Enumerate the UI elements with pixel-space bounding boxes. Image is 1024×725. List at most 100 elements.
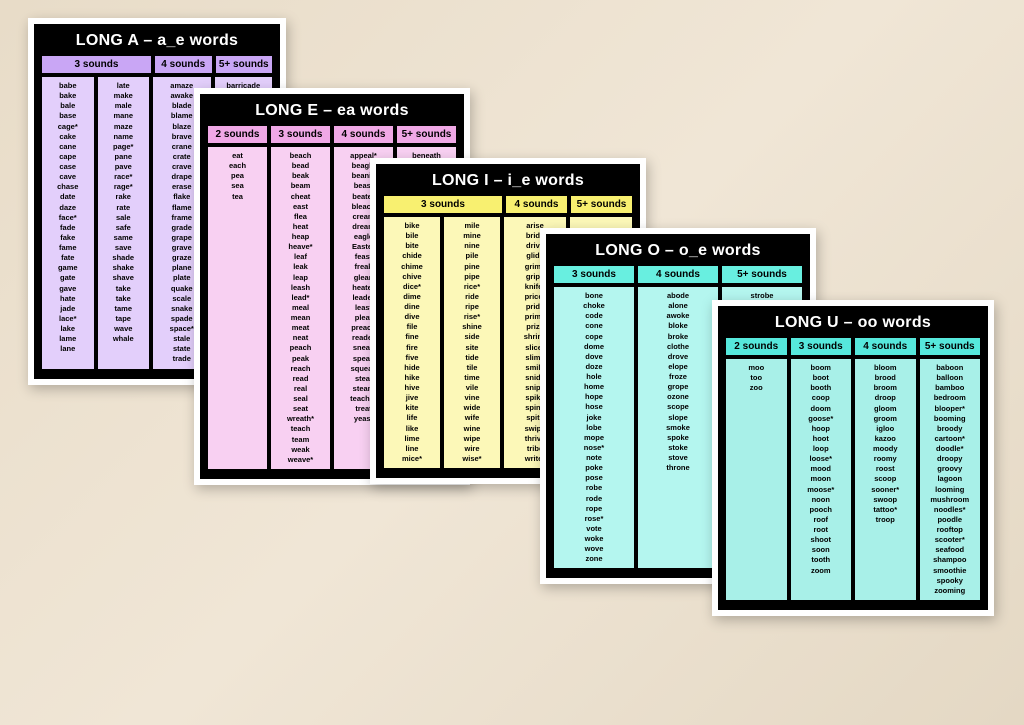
word: pose — [556, 473, 632, 483]
word: loose* — [793, 454, 850, 464]
word: eat — [210, 151, 265, 161]
card-title: LONG I – i_e words — [384, 170, 632, 196]
word: baboon — [922, 363, 979, 373]
word: heap — [273, 232, 328, 242]
word-column: baboonballoonbamboobedroomblooper*boomin… — [920, 359, 981, 600]
column-header: 3 sounds — [554, 266, 634, 283]
word: shave — [100, 273, 148, 283]
word: page* — [100, 142, 148, 152]
word: noon — [793, 495, 850, 505]
word: hoop — [793, 424, 850, 434]
word: hope — [556, 392, 632, 402]
word: noodles* — [922, 505, 979, 515]
word: meat — [273, 323, 328, 333]
word: heat — [273, 222, 328, 232]
word: wave — [100, 324, 148, 334]
word: babe — [44, 81, 92, 91]
word: beam — [273, 181, 328, 191]
word: gate — [44, 273, 92, 283]
word: fake — [44, 233, 92, 243]
word: swoop — [857, 495, 914, 505]
word: boom — [793, 363, 850, 373]
word: read — [273, 374, 328, 384]
word: beak — [273, 171, 328, 181]
word: soon — [793, 545, 850, 555]
word: peach — [273, 343, 328, 353]
word: shade — [100, 253, 148, 263]
word: grope — [640, 382, 716, 392]
word: cape — [44, 152, 92, 162]
column-header: 4 sounds — [855, 338, 916, 355]
word: wise* — [446, 454, 498, 464]
column-header: 4 sounds — [155, 56, 212, 73]
word: fate — [44, 253, 92, 263]
word: rooftop — [922, 525, 979, 535]
word: stove — [640, 453, 716, 463]
word: doze — [556, 362, 632, 372]
word: mope — [556, 433, 632, 443]
column-header: 2 sounds — [726, 338, 787, 355]
word-column: bikebilebitechidechimechivedice*dimedine… — [384, 217, 440, 468]
word: pea — [210, 171, 265, 181]
word: bale — [44, 101, 92, 111]
word: doodle* — [922, 444, 979, 454]
word: cane — [44, 142, 92, 152]
word: shine — [446, 322, 498, 332]
word: lead* — [273, 293, 328, 303]
word: weave* — [273, 455, 328, 465]
word: mine — [446, 231, 498, 241]
word: cage* — [44, 122, 92, 132]
word: lame — [44, 334, 92, 344]
word: bloke — [640, 321, 716, 331]
word: shampoo — [922, 555, 979, 565]
word: life — [386, 413, 438, 423]
columns-row: mootoozooboombootboothcoopdoomgoose*hoop… — [726, 359, 980, 600]
word: bloom — [857, 363, 914, 373]
word: whale — [100, 334, 148, 344]
word: cope — [556, 332, 632, 342]
word: throne — [640, 463, 716, 473]
word: cartoon* — [922, 434, 979, 444]
word: boot — [793, 373, 850, 383]
column-header: 5+ sounds — [397, 126, 456, 143]
word: dive — [386, 312, 438, 322]
word: dice* — [386, 282, 438, 292]
word: lagoon — [922, 474, 979, 484]
word-column: milemineninepilepinepiperice*rideriperis… — [444, 217, 500, 468]
column-header: 2 sounds — [208, 126, 267, 143]
word: moon — [793, 474, 850, 484]
word: hate — [44, 294, 92, 304]
word: woke — [556, 534, 632, 544]
word: take — [100, 284, 148, 294]
word: rake — [100, 192, 148, 202]
word: cake — [44, 132, 92, 142]
word: doom — [793, 404, 850, 414]
word: gloom — [857, 404, 914, 414]
word: coop — [793, 393, 850, 403]
word: joke — [556, 413, 632, 423]
word: dine — [386, 302, 438, 312]
word: kite — [386, 403, 438, 413]
word: zone — [556, 554, 632, 564]
word: hive — [386, 383, 438, 393]
word: cone — [556, 321, 632, 331]
word: beach — [273, 151, 328, 161]
word: wipe — [446, 434, 498, 444]
word: booming — [922, 414, 979, 424]
word: hike — [386, 373, 438, 383]
word: bite — [386, 241, 438, 251]
word: hide — [386, 363, 438, 373]
word: scope — [640, 402, 716, 412]
word: lobe — [556, 423, 632, 433]
word: bamboo — [922, 383, 979, 393]
word: daze — [44, 203, 92, 213]
headers-row: 2 sounds3 sounds4 sounds5+ sounds — [726, 338, 980, 355]
word: name — [100, 132, 148, 142]
word: nine — [446, 241, 498, 251]
word: five — [386, 353, 438, 363]
word: hoot — [793, 434, 850, 444]
word: real — [273, 384, 328, 394]
word: froze — [640, 372, 716, 382]
word: heave* — [273, 242, 328, 252]
word: blooper* — [922, 404, 979, 414]
